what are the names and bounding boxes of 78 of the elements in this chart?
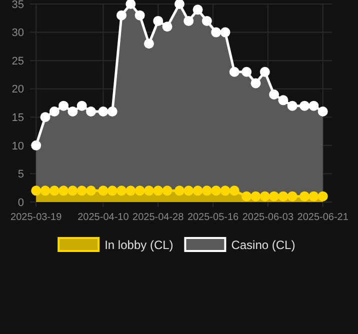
x-tick-label: 2025-04-28 — [132, 212, 184, 223]
point — [31, 186, 42, 196]
point — [31, 140, 42, 150]
point — [211, 186, 222, 196]
point — [260, 66, 270, 77]
point — [86, 106, 96, 116]
point — [98, 186, 108, 196]
point — [134, 186, 145, 196]
point — [300, 191, 310, 202]
y-tick-label: 15 — [12, 112, 24, 124]
point — [49, 106, 60, 116]
x-tick-label: 2025-03-19 — [10, 212, 62, 223]
point — [318, 106, 328, 116]
point — [58, 186, 69, 196]
point — [229, 66, 240, 77]
point — [269, 191, 280, 202]
point — [68, 106, 78, 116]
point — [153, 16, 164, 26]
point — [86, 186, 96, 196]
y-tick-label: 20 — [12, 84, 24, 96]
point — [220, 27, 230, 38]
point — [250, 78, 261, 88]
point — [153, 186, 164, 196]
point — [58, 100, 69, 111]
y-tick-label: 0 — [18, 196, 24, 209]
point — [229, 186, 240, 196]
point — [174, 0, 184, 9]
point — [220, 186, 230, 196]
point — [162, 22, 172, 32]
point — [184, 16, 194, 26]
point — [287, 100, 298, 111]
point — [107, 106, 118, 116]
y-tick-label: 10 — [12, 140, 24, 152]
point — [184, 186, 194, 196]
point — [202, 186, 212, 196]
point — [76, 100, 87, 111]
point — [126, 186, 136, 196]
point — [278, 95, 288, 106]
x-tick-label: 2025-06-03 — [242, 212, 294, 223]
x-tick-label: 2025-04-10 — [78, 212, 130, 223]
y-tick-label: 5 — [18, 168, 24, 181]
point — [107, 186, 118, 196]
point — [98, 106, 108, 116]
point — [287, 191, 298, 202]
point — [250, 191, 261, 202]
point — [76, 186, 87, 196]
point — [134, 10, 145, 20]
point — [126, 0, 136, 9]
point — [144, 38, 154, 49]
point — [242, 191, 252, 202]
point — [211, 27, 222, 38]
point — [269, 90, 280, 100]
point — [308, 191, 319, 202]
y-tick-label: 25 — [12, 55, 24, 68]
point — [49, 186, 60, 196]
point — [318, 191, 328, 202]
point — [162, 186, 172, 196]
point — [144, 186, 154, 196]
x-tick-label: 2025-05-16 — [187, 212, 240, 223]
point — [300, 100, 310, 111]
point — [260, 191, 270, 202]
point — [202, 16, 212, 26]
x-tick-label: 2025-06-21 — [297, 212, 349, 223]
y-tick-label: 35 — [12, 0, 24, 11]
point — [68, 186, 78, 196]
point — [242, 66, 252, 77]
point — [40, 186, 50, 196]
y-tick-label: 30 — [12, 27, 24, 40]
point — [308, 100, 319, 111]
legend-label: In lobby (CL) — [104, 238, 174, 252]
point — [192, 186, 203, 196]
point — [174, 186, 184, 196]
legend-label: Casino (CL) — [231, 238, 296, 252]
point — [116, 186, 127, 196]
point — [40, 112, 50, 122]
point — [116, 10, 127, 20]
point — [278, 191, 288, 202]
point — [192, 4, 203, 15]
